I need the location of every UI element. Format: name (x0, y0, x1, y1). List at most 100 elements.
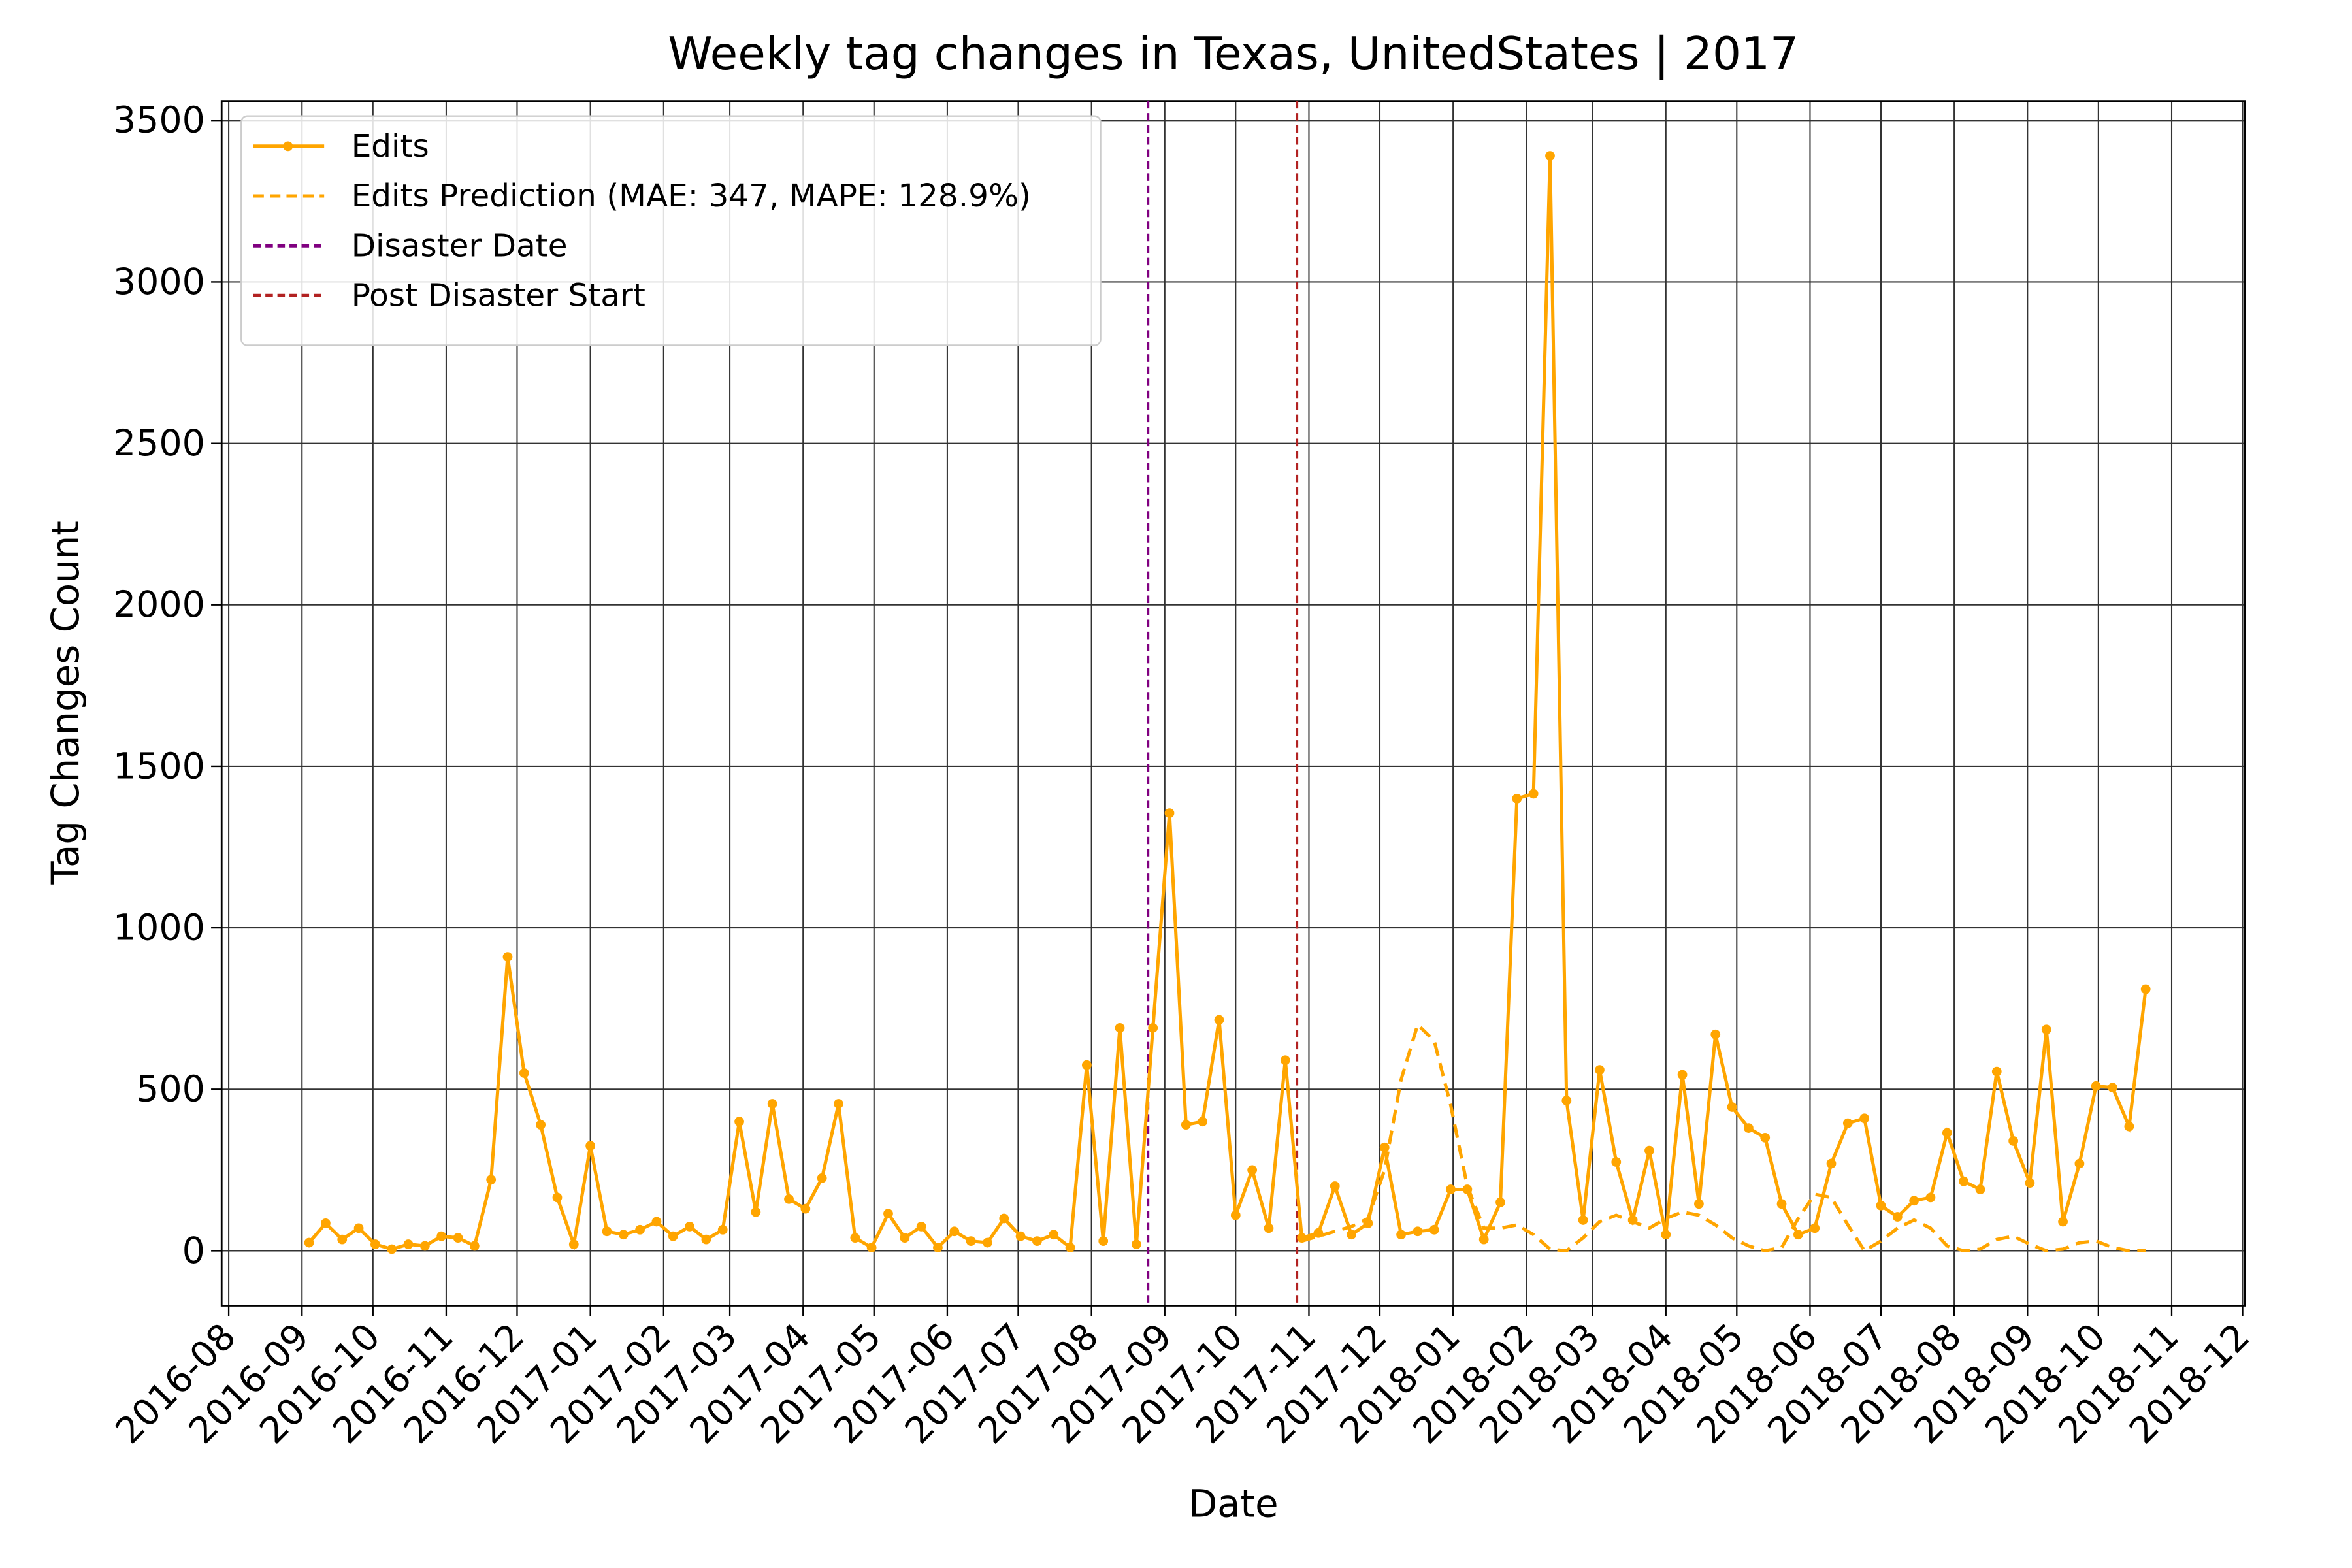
data-point (1330, 1181, 1340, 1191)
data-point (1826, 1158, 1837, 1169)
data-point (1247, 1165, 1258, 1175)
data-point (2025, 1178, 2035, 1188)
data-point (1015, 1231, 1026, 1241)
legend: Edits Edits Prediction (MAE: 347, MAPE: 1… (240, 115, 1102, 346)
data-point (784, 1194, 794, 1204)
legend-label: Disaster Date (351, 227, 568, 264)
data-point (983, 1237, 992, 1248)
data-point (916, 1221, 926, 1232)
data-point (1760, 1133, 1771, 1143)
data-point (651, 1217, 662, 1227)
data-point (717, 1224, 728, 1235)
plot-frame (220, 100, 2246, 1307)
data-point (668, 1231, 678, 1241)
data-point (585, 1141, 596, 1151)
y-tick-label: 1000 (113, 907, 205, 949)
data-point (370, 1239, 380, 1249)
y-tick-label: 3000 (113, 261, 205, 303)
data-point (1942, 1128, 1952, 1138)
y-tick-label: 2000 (113, 584, 205, 626)
y-tick-label: 0 (182, 1230, 205, 1272)
data-point (1098, 1236, 1109, 1246)
data-point (850, 1233, 860, 1243)
data-point (1975, 1184, 1985, 1194)
y-tick-label: 3500 (113, 100, 205, 142)
data-point (1396, 1230, 1406, 1240)
data-point (536, 1120, 546, 1130)
data-point (1181, 1120, 1191, 1130)
data-point (701, 1234, 711, 1245)
data-point (502, 952, 513, 962)
data-point (767, 1099, 777, 1109)
data-point (933, 1243, 943, 1252)
data-point (1842, 1118, 1853, 1128)
data-point (685, 1221, 694, 1232)
data-point (834, 1099, 843, 1109)
data-point (1429, 1224, 1439, 1235)
data-point (1446, 1184, 1456, 1194)
data-point (1131, 1239, 1141, 1249)
data-point (1677, 1070, 1688, 1080)
data-point (403, 1239, 414, 1249)
y-tick-label: 2500 (113, 423, 205, 465)
data-point (1198, 1117, 1208, 1127)
data-point (602, 1226, 612, 1237)
data-point (1065, 1243, 1075, 1252)
data-point (751, 1207, 761, 1217)
data-point (1744, 1123, 1754, 1133)
data-point (800, 1203, 811, 1214)
data-point (1710, 1029, 1721, 1039)
data-point (1776, 1199, 1787, 1209)
data-point (1909, 1196, 1919, 1206)
x-axis-label: Date (1188, 1482, 1279, 1526)
data-point (1727, 1102, 1737, 1112)
data-point (999, 1213, 1009, 1224)
data-point (1379, 1142, 1390, 1152)
data-point (1049, 1230, 1059, 1240)
data-point (734, 1117, 744, 1127)
data-point (1148, 1022, 1158, 1033)
data-point (419, 1241, 430, 1251)
data-point (2108, 1083, 2117, 1093)
data-point (966, 1236, 976, 1246)
data-point (1991, 1066, 2002, 1077)
data-point (2074, 1158, 2085, 1169)
data-point (1264, 1223, 1274, 1233)
legend-label: Post Disaster Start (351, 277, 645, 314)
data-point (568, 1239, 579, 1249)
data-point (1115, 1022, 1125, 1033)
data-point (1694, 1199, 1704, 1209)
data-point (1313, 1228, 1324, 1238)
data-point (1892, 1212, 1903, 1222)
data-point (2041, 1024, 2051, 1035)
data-point (900, 1233, 910, 1243)
data-point (353, 1223, 364, 1233)
data-point (1793, 1230, 1803, 1240)
data-point (387, 1244, 397, 1254)
legend-label: Edits Prediction (MAE: 347, MAPE: 128.9%… (351, 178, 1031, 214)
legend-marker (283, 141, 293, 152)
y-axis-label: Tag Changes Count (43, 521, 88, 885)
data-point (2058, 1217, 2068, 1227)
data-point (883, 1209, 893, 1218)
data-point (817, 1173, 827, 1183)
data-point (469, 1241, 480, 1251)
data-point (1214, 1015, 1224, 1025)
data-point (1164, 808, 1175, 818)
data-point (1595, 1065, 1605, 1075)
series-line (308, 155, 2148, 1251)
data-point (1280, 1055, 1290, 1066)
data-point (635, 1224, 645, 1235)
data-point (1032, 1236, 1042, 1246)
data-point (2124, 1121, 2134, 1132)
data-point (436, 1231, 447, 1241)
data-point (2008, 1135, 2018, 1146)
data-point (486, 1175, 497, 1185)
data-point (1876, 1200, 1886, 1211)
data-point (1528, 789, 1539, 799)
data-point (519, 1068, 529, 1078)
data-point (337, 1234, 348, 1245)
data-point (1925, 1192, 1936, 1203)
data-point (949, 1226, 960, 1237)
